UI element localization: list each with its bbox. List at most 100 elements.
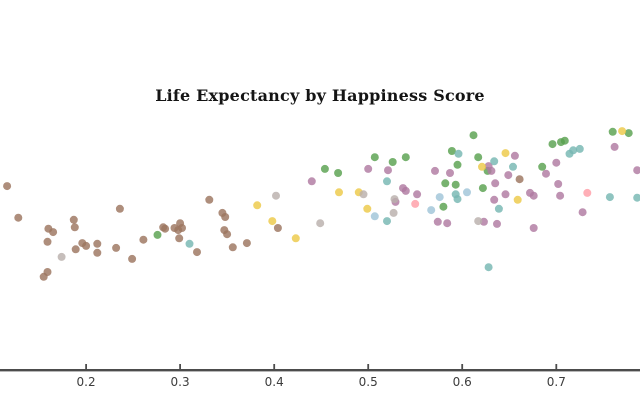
data-point [383, 177, 391, 186]
x-tick-label: 0.4 [265, 375, 284, 389]
data-point [335, 188, 343, 197]
data-point [205, 195, 214, 204]
data-point [491, 179, 500, 188]
data-point [435, 193, 444, 202]
data-point [49, 228, 58, 237]
data-point [272, 191, 280, 200]
data-point [364, 164, 373, 173]
data-point [490, 195, 499, 204]
data-point [43, 268, 52, 276]
data-point [389, 208, 398, 217]
data-point [433, 217, 442, 226]
data-point [575, 144, 584, 153]
data-point [273, 224, 282, 232]
data-point [161, 224, 170, 233]
data-point [3, 182, 12, 191]
data-point [320, 164, 329, 173]
data-point [560, 136, 569, 145]
data-point [610, 142, 619, 151]
data-point [70, 223, 79, 232]
data-point [178, 224, 186, 232]
x-axis-tick [85, 364, 87, 369]
data-point [307, 177, 316, 186]
data-point [578, 208, 587, 217]
data-point [384, 166, 392, 175]
data-point [43, 237, 52, 246]
data-point [14, 213, 23, 222]
data-point [569, 146, 578, 155]
data-point [504, 171, 513, 180]
data-point [431, 166, 439, 175]
data-point [453, 195, 462, 204]
data-point [583, 188, 592, 197]
data-point [185, 239, 194, 248]
x-tick-label: 0.5 [359, 375, 378, 389]
data-point [71, 245, 80, 254]
data-point [128, 254, 137, 263]
data-point [515, 175, 524, 184]
data-point [463, 188, 471, 197]
data-point [538, 162, 547, 171]
data-point [291, 234, 300, 243]
data-point [510, 151, 519, 160]
data-point [529, 224, 538, 232]
data-point [441, 179, 450, 188]
data-point [268, 217, 277, 226]
data-point [484, 263, 493, 272]
data-point [390, 195, 399, 204]
data-point [478, 162, 486, 171]
data-point [493, 219, 501, 228]
data-point [469, 131, 478, 140]
x-axis-tick [555, 364, 558, 369]
data-point [175, 234, 184, 243]
data-point [608, 127, 617, 136]
data-point [624, 129, 633, 138]
data-point [501, 149, 510, 158]
data-point [411, 199, 420, 208]
data-point [401, 153, 410, 162]
data-point [474, 153, 483, 162]
data-point [401, 186, 410, 195]
data-point [487, 166, 496, 175]
x-tick-label: 0.2 [77, 375, 96, 389]
data-point [334, 169, 343, 177]
data-point [556, 191, 565, 200]
data-point [443, 219, 452, 228]
x-axis-line [0, 369, 640, 372]
data-point [548, 140, 557, 149]
data-point [494, 204, 503, 213]
data-point [112, 243, 121, 252]
x-tick-label: 0.3 [171, 375, 190, 389]
data-point [478, 184, 487, 193]
data-point [453, 160, 462, 169]
data-point [427, 206, 436, 215]
data-point [69, 215, 78, 224]
data-point [93, 239, 102, 248]
x-tick-label: 0.6 [453, 375, 472, 389]
data-point [93, 248, 102, 257]
data-point [242, 239, 251, 248]
data-point [554, 180, 563, 188]
data-point [542, 169, 550, 178]
data-point [446, 169, 454, 177]
data-point [454, 149, 463, 158]
data-point [316, 219, 325, 228]
data-point [363, 204, 372, 213]
data-point [513, 195, 522, 204]
data-point [439, 202, 448, 211]
x-axis-tick [273, 364, 276, 369]
data-point [388, 158, 397, 166]
data-point [451, 180, 460, 189]
x-tick-label: 0.7 [547, 375, 566, 389]
data-point [474, 217, 483, 226]
data-point [228, 243, 237, 252]
data-point [193, 248, 201, 257]
data-point [115, 204, 124, 213]
data-point [153, 230, 162, 239]
data-point [490, 157, 499, 166]
data-point [139, 235, 148, 244]
data-point [501, 190, 510, 199]
data-point [633, 193, 640, 202]
data-point [618, 127, 627, 136]
